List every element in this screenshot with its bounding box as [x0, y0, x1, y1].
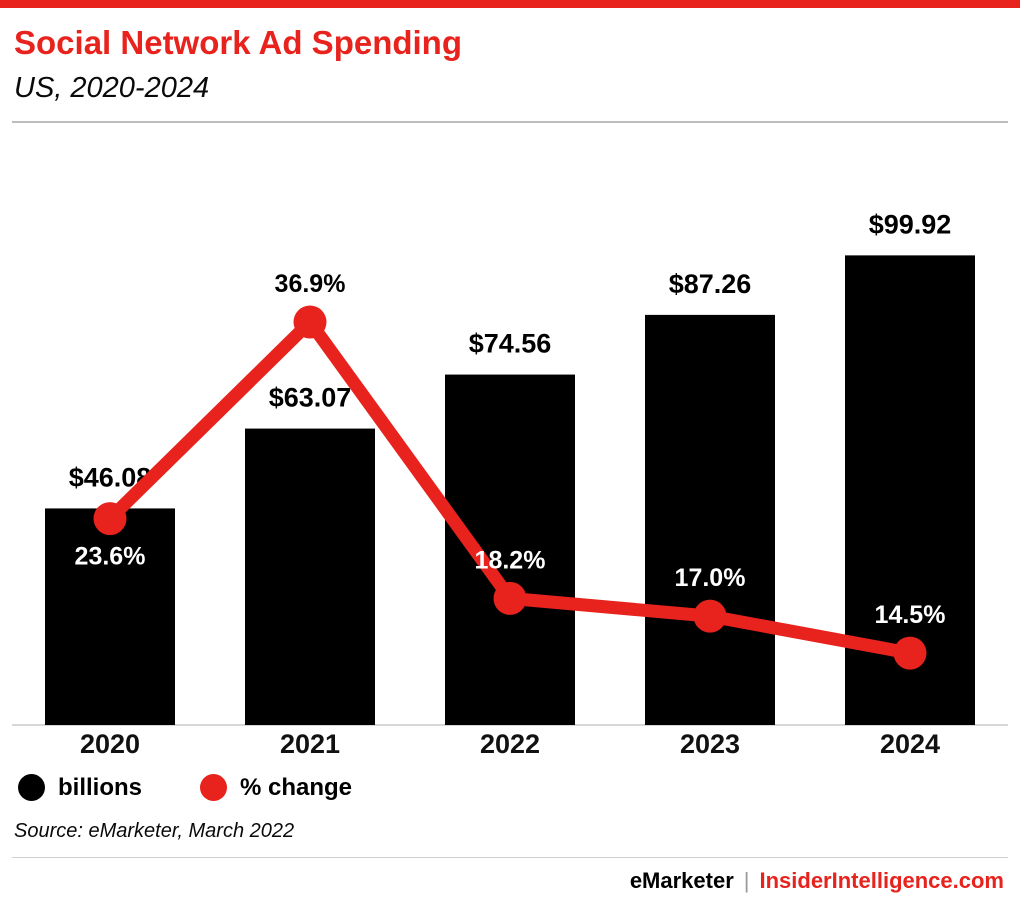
bar-2022 [445, 374, 575, 725]
pct-label-2022: 18.2% [475, 546, 546, 574]
footer-divider [12, 856, 1008, 858]
pct-label-2023: 17.0% [675, 564, 746, 592]
x-axis-label-2021: 2021 [280, 729, 340, 759]
bar-value-label-2023: $87.26 [669, 269, 752, 299]
line-point-2022 [493, 581, 527, 615]
chart-svg: $46.08$63.07$74.56$87.26$99.9223.6%36.9%… [12, 209, 1008, 759]
chart-area: $46.08 $63.07 $74.56 $87.26 $99.92 23.6% 36.9%… [0, 125, 1020, 770]
chart-header: Social Network Ad Spending US, 2020-2024 [0, 8, 1020, 105]
footer: eMarketer | InsiderIntelligence.com [0, 858, 1020, 894]
footer-site-link[interactable]: InsiderIntelligence.com [759, 867, 1004, 893]
page-title: Social Network Ad Spending [14, 24, 462, 61]
source-line: Source: eMarketer, March 2022 [14, 819, 295, 842]
legend-item-pct-change: % change [200, 774, 352, 802]
legend: billions % change [0, 774, 1020, 802]
x-axis-label-2020: 2020 [80, 729, 140, 759]
pct-label-2024: 14.5% [875, 601, 946, 629]
line-point-2020 [93, 502, 127, 536]
page-subtitle: US, 2020-2024 [14, 71, 210, 104]
bar-value-label-2024: $99.92 [869, 209, 952, 239]
pct-label-2020: 23.6% [75, 543, 146, 571]
header-divider [12, 120, 1008, 123]
footer-separator: | [743, 867, 750, 893]
line-point-2023 [693, 599, 727, 633]
line-point-2024 [893, 636, 927, 670]
bar-2021 [245, 428, 375, 725]
footer-brand: eMarketer [629, 867, 734, 893]
legend-item-billions: billions [18, 774, 142, 802]
bar-value-label-2022: $74.56 [469, 329, 552, 359]
x-axis-label-2023: 2023 [680, 729, 740, 759]
legend-label-pct-change: % change [240, 773, 353, 801]
x-axis-label-2024: 2024 [880, 729, 940, 759]
bar-2023 [645, 314, 775, 725]
line-point-2021 [293, 305, 327, 339]
top-accent-strip [0, 0, 1020, 8]
bar-2020 [45, 508, 175, 725]
pct-change-swatch-icon [200, 774, 227, 802]
legend-label-billions: billions [58, 773, 142, 801]
pct-label-2021: 36.9% [275, 270, 346, 298]
billions-swatch-icon [18, 774, 45, 802]
x-axis-label-2022: 2022 [480, 729, 540, 759]
bar-value-label-2021: $63.07 [269, 383, 352, 413]
